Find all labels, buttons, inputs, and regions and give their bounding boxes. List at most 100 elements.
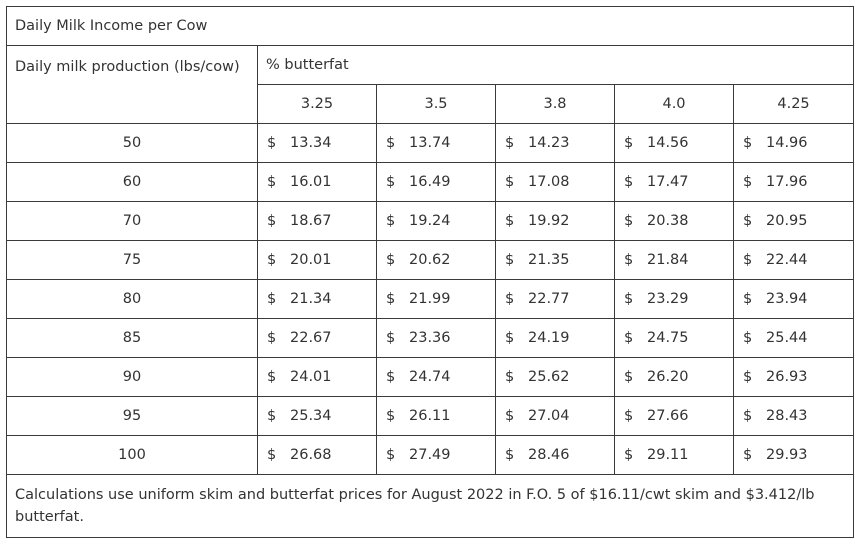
col-header-butterfat: % butterfat: [256, 45, 855, 85]
income-value: 20.95: [766, 213, 808, 229]
income-cell: $23.36: [376, 318, 496, 358]
butterfat-level: 4.25: [732, 84, 855, 124]
income-value: 16.49: [409, 174, 451, 190]
currency-symbol: $: [505, 330, 515, 346]
production-cell: 60: [6, 162, 258, 202]
income-cell: $25.34: [257, 396, 377, 436]
income-value: 20.01: [290, 252, 332, 268]
currency-symbol: $: [624, 369, 634, 385]
currency-symbol: $: [624, 213, 634, 229]
income-cell: $25.62: [495, 357, 615, 397]
income-value: 25.44: [766, 330, 808, 346]
income-value: 21.34: [290, 291, 332, 307]
production-cell: 75: [6, 240, 258, 280]
currency-symbol: $: [743, 330, 753, 346]
income-cell: $22.67: [257, 318, 377, 358]
income-value: 20.62: [409, 252, 451, 268]
income-cell: $26.11: [376, 396, 496, 436]
income-value: 21.99: [409, 291, 451, 307]
income-value: 24.74: [409, 369, 451, 385]
income-value: 25.34: [290, 408, 332, 424]
income-cell: $21.84: [614, 240, 734, 280]
currency-symbol: $: [386, 252, 396, 268]
income-cell: $26.20: [614, 357, 734, 397]
income-cell: $20.95: [732, 201, 855, 241]
currency-symbol: $: [267, 408, 277, 424]
income-cell: $17.08: [495, 162, 615, 202]
income-cell: $21.35: [495, 240, 615, 280]
currency-symbol: $: [505, 213, 515, 229]
income-cell: $20.38: [614, 201, 734, 241]
currency-symbol: $: [743, 213, 753, 229]
currency-symbol: $: [624, 330, 634, 346]
income-value: 14.56: [647, 135, 689, 151]
income-cell: $18.67: [257, 201, 377, 241]
currency-symbol: $: [386, 213, 396, 229]
income-cell: $17.96: [732, 162, 855, 202]
currency-symbol: $: [267, 213, 277, 229]
currency-symbol: $: [386, 369, 396, 385]
income-cell: $22.77: [495, 279, 615, 319]
milk-income-table: Daily Milk Income per Cow Daily milk pro…: [5, 6, 855, 538]
income-cell: $13.34: [257, 123, 377, 163]
currency-symbol: $: [386, 408, 396, 424]
currency-symbol: $: [267, 252, 277, 268]
currency-symbol: $: [624, 291, 634, 307]
currency-symbol: $: [624, 174, 634, 190]
table-row: 60 $16.01 $16.49 $17.08 $17.47 $17.96: [6, 162, 855, 202]
table-row: 80 $21.34 $21.99 $22.77 $23.29 $23.94: [6, 279, 855, 319]
currency-symbol: $: [505, 291, 515, 307]
currency-symbol: $: [267, 369, 277, 385]
income-value: 17.96: [766, 174, 808, 190]
income-value: 21.84: [647, 252, 689, 268]
table-title: Daily Milk Income per Cow: [5, 6, 855, 46]
currency-symbol: $: [743, 135, 753, 151]
income-value: 23.29: [647, 291, 689, 307]
production-cell: 50: [6, 123, 258, 163]
income-value: 21.35: [528, 252, 570, 268]
table-row: 95 $25.34 $26.11 $27.04 $27.66 $28.43: [6, 396, 855, 436]
income-value: 19.92: [528, 213, 570, 229]
income-cell: $16.01: [257, 162, 377, 202]
income-value: 17.47: [647, 174, 689, 190]
income-cell: $28.43: [732, 396, 855, 436]
income-value: 23.94: [766, 291, 808, 307]
income-cell: $27.04: [495, 396, 615, 436]
table-row: 75 $20.01 $20.62 $21.35 $21.84 $22.44: [6, 240, 855, 280]
income-cell: $19.92: [495, 201, 615, 241]
income-cell: $13.74: [376, 123, 496, 163]
currency-symbol: $: [505, 174, 515, 190]
income-cell: $28.46: [495, 435, 615, 475]
row-header-production: Daily milk production (lbs/cow): [6, 45, 258, 124]
butterfat-level: 4.0: [614, 84, 734, 124]
income-value: 14.96: [766, 135, 808, 151]
income-value: 29.11: [647, 447, 689, 463]
income-cell: $20.01: [257, 240, 377, 280]
income-value: 26.20: [647, 369, 689, 385]
currency-symbol: $: [386, 174, 396, 190]
currency-symbol: $: [267, 330, 277, 346]
income-value: 28.46: [528, 447, 570, 463]
table-row: 50 $13.34 $13.74 $14.23 $14.56 $14.96: [6, 123, 855, 163]
production-cell: 100: [6, 435, 258, 475]
currency-symbol: $: [386, 291, 396, 307]
currency-symbol: $: [505, 135, 515, 151]
income-value: 18.67: [290, 213, 332, 229]
income-cell: $25.44: [732, 318, 855, 358]
income-cell: $26.93: [732, 357, 855, 397]
currency-symbol: $: [386, 135, 396, 151]
income-value: 27.49: [409, 447, 451, 463]
income-cell: $24.01: [257, 357, 377, 397]
income-cell: $14.96: [732, 123, 855, 163]
currency-symbol: $: [624, 408, 634, 424]
income-cell: $14.23: [495, 123, 615, 163]
currency-symbol: $: [267, 174, 277, 190]
income-cell: $29.11: [614, 435, 734, 475]
income-cell: $23.29: [614, 279, 734, 319]
income-value: 19.24: [409, 213, 451, 229]
income-value: 24.01: [290, 369, 332, 385]
income-value: 27.66: [647, 408, 689, 424]
header-row-butterfat-levels: 3.25 3.5 3.8 4.0 4.25: [7, 84, 855, 124]
currency-symbol: $: [267, 291, 277, 307]
income-cell: $22.44: [732, 240, 855, 280]
